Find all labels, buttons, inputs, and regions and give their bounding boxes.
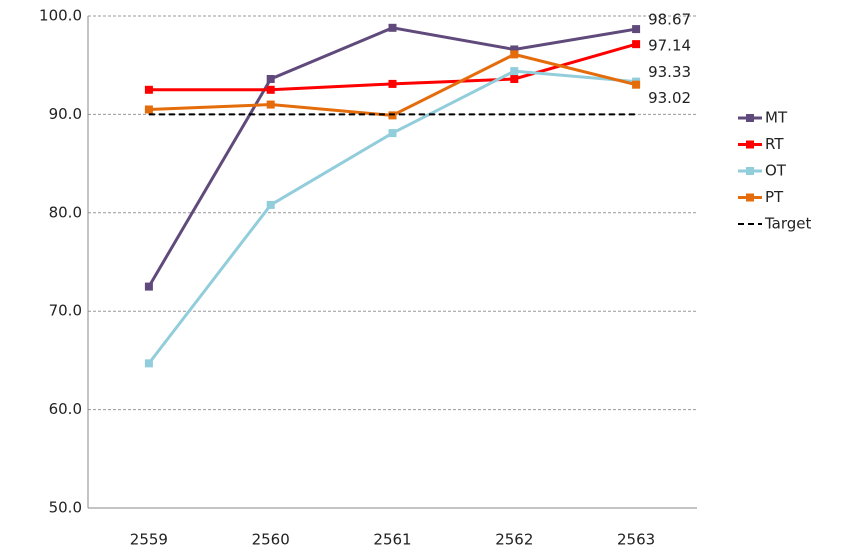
x-tick-label: 2560 xyxy=(252,531,290,549)
y-tick-label: 50.0 xyxy=(49,499,82,517)
legend-marker xyxy=(746,140,754,149)
point-marker xyxy=(388,129,397,138)
data-label: 97.14 xyxy=(648,37,691,55)
point-marker xyxy=(510,67,519,76)
data-label: 93.02 xyxy=(648,89,691,107)
point-marker xyxy=(144,282,153,291)
y-tick-label: 100.0 xyxy=(39,7,82,25)
point-marker xyxy=(144,359,153,368)
point-marker xyxy=(144,105,153,114)
data-label: 93.33 xyxy=(648,63,691,81)
point-marker xyxy=(388,79,397,88)
point-marker xyxy=(510,45,519,54)
legend-label: MT xyxy=(765,109,788,127)
y-tick-label: 70.0 xyxy=(49,302,82,320)
legend-label: OT xyxy=(765,162,787,180)
point-marker xyxy=(266,200,275,209)
point-marker xyxy=(266,100,275,109)
point-marker xyxy=(144,85,153,94)
y-tick-label: 80.0 xyxy=(49,203,82,221)
point-marker xyxy=(632,25,641,34)
legend-label: RT xyxy=(765,135,784,153)
legend-marker xyxy=(746,167,754,175)
legend-marker xyxy=(746,114,754,122)
point-marker xyxy=(632,80,641,89)
legend-label: PT xyxy=(765,188,784,206)
point-marker xyxy=(510,50,519,59)
legend-marker xyxy=(746,193,754,202)
y-tick-label: 60.0 xyxy=(49,400,82,418)
x-tick-label: 2562 xyxy=(495,531,533,549)
legend-label: Target xyxy=(764,215,812,233)
point-marker xyxy=(632,40,641,49)
point-marker xyxy=(266,74,275,83)
point-marker xyxy=(388,23,397,32)
data-label: 98.67 xyxy=(648,11,691,29)
x-tick-label: 2561 xyxy=(373,531,411,549)
point-marker xyxy=(266,85,275,94)
x-tick-label: 2563 xyxy=(617,531,655,549)
y-tick-label: 90.0 xyxy=(49,105,82,123)
point-marker xyxy=(510,74,519,83)
x-tick-label: 2559 xyxy=(130,531,168,549)
